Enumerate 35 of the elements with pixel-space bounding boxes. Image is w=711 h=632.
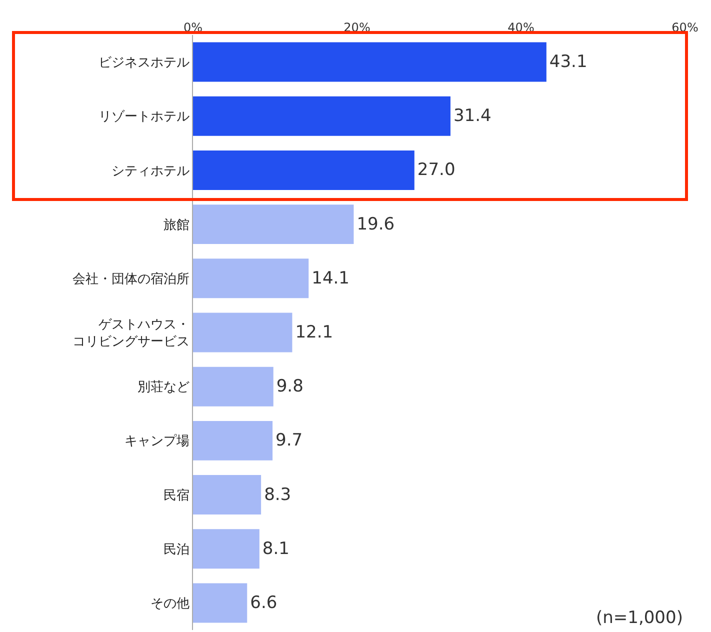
data-label: 8.3 — [264, 484, 292, 505]
data-label: 43.1 — [549, 52, 588, 72]
x-tick-label: 60% — [672, 20, 698, 35]
bar — [193, 96, 450, 136]
y-tick-label: その他 — [150, 596, 190, 612]
data-label: 6.6 — [250, 592, 278, 613]
bar — [193, 204, 354, 244]
bar — [193, 312, 292, 352]
bar — [193, 420, 273, 460]
bar — [193, 150, 414, 190]
y-tick-label: 民泊 — [163, 542, 190, 558]
y-tick-label: キャンプ場 — [124, 434, 190, 450]
y-tick-label: リゾートホテル — [98, 110, 190, 125]
data-label: 31.4 — [453, 106, 492, 126]
y-tick-label: 別荘など — [137, 380, 190, 396]
data-label: 8.1 — [262, 538, 290, 559]
y-tick-label: 旅館 — [163, 218, 190, 233]
y-tick-label: 民宿 — [163, 487, 190, 504]
data-label: 27.0 — [417, 160, 456, 180]
bar — [193, 42, 546, 82]
bar — [193, 529, 260, 569]
data-label: 14.1 — [312, 268, 350, 288]
bar — [193, 258, 309, 298]
data-label: 12.1 — [295, 322, 334, 342]
y-tick-label: ビジネスホテル — [98, 56, 190, 71]
annotation: (n=1,000) — [596, 608, 683, 628]
y-tick-label: ゲストハウス・コリビングサービス — [72, 318, 190, 350]
y-tick-label: シティホテル — [111, 164, 190, 179]
data-label: 19.6 — [356, 214, 395, 234]
bar — [193, 366, 274, 406]
bar — [193, 475, 262, 515]
data-label: 9.7 — [276, 430, 303, 451]
data-label: 9.8 — [276, 376, 304, 397]
y-tick-label: 会社・団体の宿泊所 — [72, 270, 190, 287]
bar — [193, 583, 248, 623]
